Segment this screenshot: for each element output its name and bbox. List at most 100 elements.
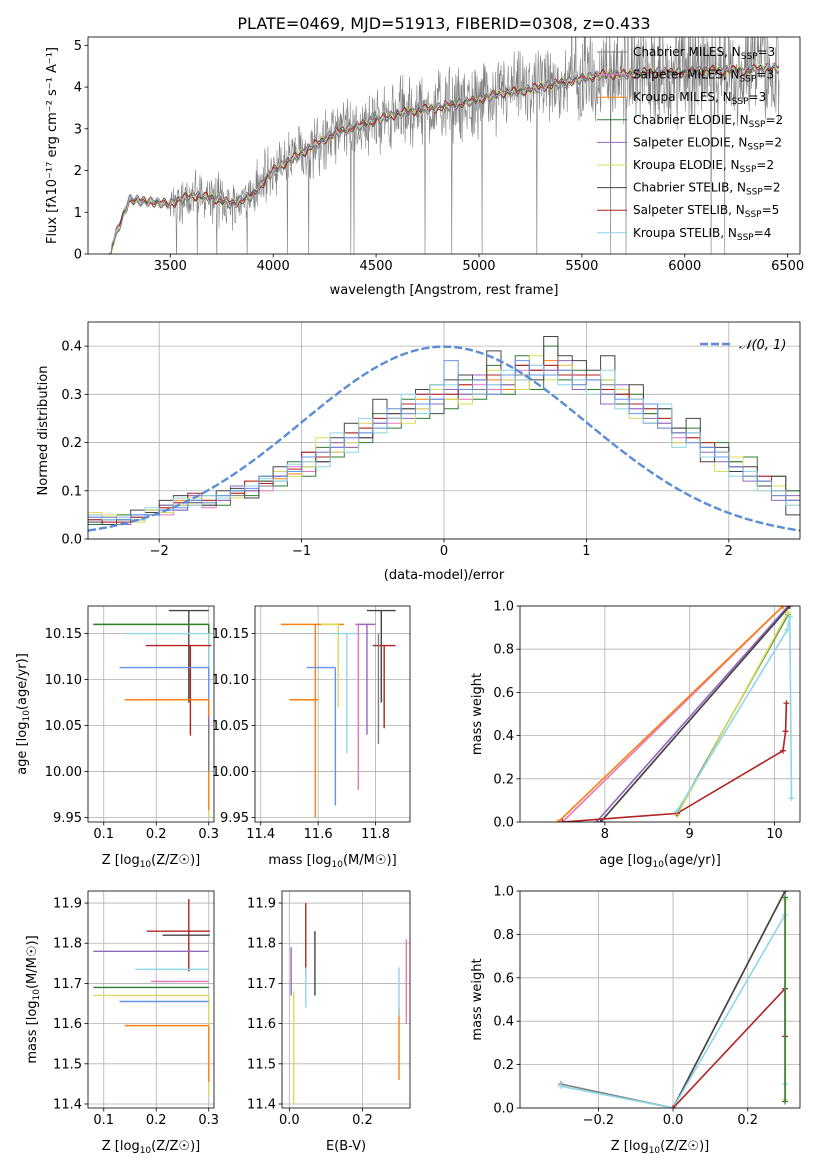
weight-series-line (595, 606, 789, 822)
x-tick-label: −1 (292, 544, 311, 559)
axes-frame (519, 605, 801, 823)
weight-series-marker (785, 609, 792, 616)
label-subscript: 10 (32, 989, 42, 1001)
x-tick-label: 11.8 (361, 827, 390, 842)
label-part: =3 (758, 45, 776, 59)
weight-series-marker (788, 795, 795, 802)
label-part: (Z/Z☉)] (151, 1139, 200, 1154)
label-part: Kroupa ELODIE, N (633, 158, 740, 172)
label-part: Kroupa MILES, N (633, 90, 732, 104)
plot-area (93, 899, 210, 1096)
y-tick-label: 11.8 (53, 937, 82, 952)
panels: 3500 4000 4500 5000 5500 6000 6500 0 1 2 3 4 5 wavele… (15, 36, 804, 1156)
weight-series-marker (783, 700, 790, 707)
weight-series-marker (780, 747, 787, 754)
axes-frame (281, 890, 411, 1109)
label-subscript: 10 (22, 710, 32, 722)
y-tick-label: 10.05 (45, 719, 82, 734)
axes-frame (87, 890, 215, 1109)
weight-series-marker (782, 1098, 789, 1105)
y-tick-label: 0.6 (493, 686, 514, 701)
label-part: (Z/Z☉)] (151, 853, 200, 868)
y-tick-label: 1.0 (493, 885, 514, 900)
y-tick-label: 1 (74, 206, 82, 221)
observed-spectrum (108, 37, 780, 254)
y-tick-label: 0.8 (493, 643, 514, 658)
axes-frame (254, 605, 411, 823)
x-tick-label: −2 (150, 544, 169, 559)
y-tick-label: 0.0 (61, 533, 82, 548)
y-tick-label: 11.9 (247, 897, 276, 912)
label-part: =3 (749, 90, 767, 104)
x-tick-label: 0.2 (737, 1113, 758, 1128)
weight-series-line (599, 606, 791, 822)
y-tick-label: 0.2 (493, 1058, 514, 1073)
x-tick-label: 6500 (771, 259, 804, 274)
x-tick-label: 11.6 (304, 827, 333, 842)
weight-series-line (672, 891, 786, 1108)
y-tick-label: 0.2 (61, 436, 82, 451)
label-part: Z [log (102, 853, 140, 868)
label-subscript: SSP (741, 52, 758, 62)
weight-series-marker (782, 728, 789, 735)
x-axis-label: age [log10(age/yr)] (599, 853, 721, 870)
y-tick-label: 11.4 (247, 1097, 276, 1112)
y-tick-label: 10.05 (212, 719, 249, 734)
y-tick-label: 10.15 (45, 627, 82, 642)
x-tick-label: 5000 (462, 259, 495, 274)
y-tick-label: 11.4 (53, 1097, 82, 1112)
y-tick-label: 9.95 (53, 811, 82, 826)
weight-series-line (676, 616, 793, 812)
plot-area (290, 903, 408, 1104)
panel-mass_vs_ebv: 0.0 0.2 11.4 11.5 11.6 11.7 11.8 11.9 E(B-V) (247, 890, 411, 1154)
label-subscript: SSP (732, 97, 749, 107)
y-tick-label: 0.2 (493, 772, 514, 787)
x-tick-label: 10 (766, 827, 783, 842)
y-tick-label: 0.4 (493, 729, 514, 744)
label-part: Chabrier ELODIE, N (633, 113, 749, 127)
x-axis-label: Z [log10(Z/Z☉)] (102, 853, 200, 870)
x-axis-label: Z [log10(Z/Z☉)] (611, 1139, 709, 1156)
x-tick-label: −0.2 (583, 1113, 615, 1128)
histogram-series (88, 360, 800, 521)
panel-mass_vs_Z: 0.1 0.2 0.311.411.511.611.711.811.9Z [log1… (25, 890, 219, 1156)
x-tick-label: 0.3 (198, 1113, 219, 1128)
weight-series-marker (670, 1105, 677, 1108)
label-subscript: 10 (652, 860, 664, 870)
y-tick-label: 10.10 (212, 673, 249, 688)
x-axis-label: (data-model)/error (384, 568, 505, 583)
legend-entry: Kroupa MILES, NSSP=3 (633, 90, 766, 107)
y-tick-label: 0.8 (493, 928, 514, 943)
legend-entry: Salpeter MILES, NSSP=3 (633, 68, 774, 85)
weight-series-marker (780, 606, 787, 609)
label-part: =5 (762, 203, 780, 217)
y-tick-label: 10.15 (212, 627, 249, 642)
label-part: age [log (599, 853, 652, 868)
plot-area (108, 37, 780, 254)
legend-entry: Chabrier ELODIE, NSSP=2 (633, 113, 783, 130)
weight-series-marker (786, 606, 793, 609)
y-tick-label: 11.7 (247, 977, 276, 992)
label-subscript: SSP (745, 210, 762, 220)
x-tick-label: 4500 (360, 259, 393, 274)
y-tick-label: 0 (74, 248, 82, 263)
y-tick-label: 0.3 (61, 388, 82, 403)
label-part: mass [log (268, 853, 331, 868)
label-part: Salpeter MILES, N (633, 68, 740, 82)
weight-series-marker (673, 808, 680, 815)
y-axis-label: mass [log10(M/M☉)] (25, 935, 42, 1063)
y-tick-label: 1.0 (493, 600, 514, 615)
weight-series-marker (782, 891, 789, 894)
y-axis-label: Flux [fλ10⁻¹⁷ erg cm⁻² s⁻¹ A⁻¹] (45, 47, 60, 244)
label-part: age [log (15, 722, 30, 775)
label-subscript: SSP (746, 188, 763, 198)
label-subscript: SSP (747, 142, 764, 152)
y-tick-label: 0.0 (493, 1102, 514, 1117)
label-part: =3 (756, 68, 774, 82)
y-tick-label: 10.00 (212, 765, 249, 780)
x-axis-label: mass [log10(M/M☉)] (268, 853, 396, 870)
label-part: (age/yr)] (15, 653, 30, 710)
